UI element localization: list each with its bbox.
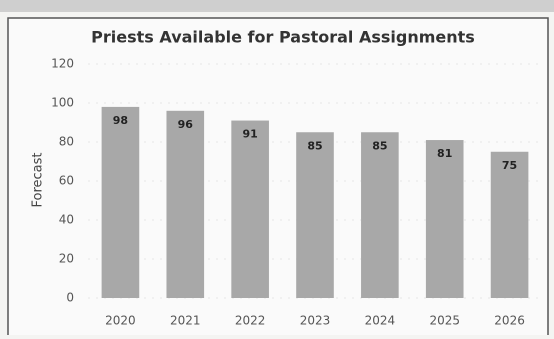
bar [296, 132, 334, 298]
chart-frame [7, 17, 549, 339]
y-tick-label: 100 [51, 96, 74, 110]
value-label: 85 [372, 139, 387, 152]
y-axis-label: Forecast [31, 152, 46, 207]
chart-title: Priests Available for Pastoral Assignmen… [91, 28, 475, 47]
x-tick-label: 2023 [300, 314, 331, 328]
y-tick-label: 120 [51, 57, 74, 71]
y-tick-label: 80 [59, 135, 74, 149]
value-label: 98 [113, 114, 128, 127]
value-label: 96 [178, 118, 194, 131]
x-tick-label: 2020 [105, 314, 136, 328]
value-label: 81 [437, 147, 452, 160]
y-tick-label: 60 [59, 174, 74, 188]
bar [166, 110, 205, 298]
y-tick-label: 20 [59, 252, 74, 266]
bar [425, 140, 464, 298]
value-label: 85 [307, 139, 322, 152]
x-tick-label: 2026 [494, 314, 525, 328]
x-tick-label: 2024 [365, 314, 396, 328]
x-tick-label: 2025 [429, 314, 460, 328]
x-tick-label: 2022 [235, 314, 266, 328]
bar [361, 132, 399, 298]
bar [490, 151, 529, 298]
y-tick-label: 40 [59, 213, 74, 227]
bar [231, 120, 269, 298]
x-tick-label: 2021 [170, 314, 201, 328]
y-tick-label: 0 [66, 291, 74, 305]
value-label: 75 [502, 159, 517, 172]
bar [101, 106, 140, 299]
value-label: 91 [242, 128, 257, 141]
scan-edge [0, 0, 554, 12]
